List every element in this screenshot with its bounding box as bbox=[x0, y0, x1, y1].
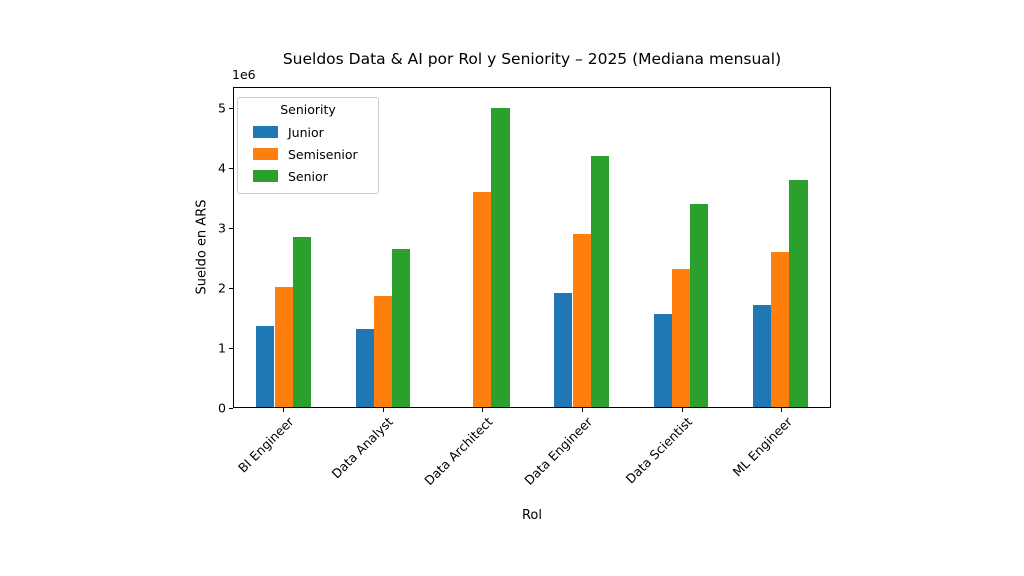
legend-entry-senior: Senior bbox=[246, 165, 370, 187]
x-tick-mark bbox=[282, 408, 284, 412]
bar-semisenior-data-scientist bbox=[671, 269, 691, 407]
bar-semisenior-ml-engineer bbox=[771, 251, 790, 407]
legend-swatch-junior bbox=[253, 126, 278, 138]
bar-senior-bi-engineer bbox=[292, 236, 312, 407]
y-tick-label: 5 bbox=[218, 100, 226, 116]
bar-semisenior-data-analyst bbox=[373, 296, 393, 407]
x-tick-mark bbox=[382, 408, 384, 412]
legend-entry-junior: Junior bbox=[246, 121, 370, 143]
x-tick-label: ML Engineer bbox=[729, 414, 795, 480]
bar-junior-data-engineer bbox=[554, 293, 573, 407]
x-tick-label: Data Scientist bbox=[622, 414, 696, 487]
legend: Seniority Junior Semisenior Senior bbox=[237, 97, 379, 194]
bar-senior-data-scientist bbox=[690, 203, 709, 407]
legend-swatch-semisenior bbox=[253, 148, 278, 160]
y-tick-label: 4 bbox=[218, 160, 226, 176]
bar-senior-data-engineer bbox=[590, 155, 610, 407]
y-tick-mark bbox=[229, 168, 233, 169]
x-tick-label: BI Engineer bbox=[234, 414, 297, 476]
x-tick-label: Data Analyst bbox=[328, 414, 397, 482]
bar-senior-data-architect bbox=[491, 107, 510, 407]
y-axis-offset-text: 1e6 bbox=[232, 67, 256, 82]
bar-semisenior-data-engineer bbox=[572, 233, 591, 407]
y-tick-mark bbox=[229, 348, 233, 349]
legend-entries: Junior Semisenior Senior bbox=[246, 121, 370, 187]
y-tick-label: 3 bbox=[218, 220, 226, 236]
y-tick-mark bbox=[229, 408, 233, 409]
x-axis-label: Rol bbox=[521, 508, 542, 523]
legend-entry-label: Semisenior bbox=[288, 146, 358, 162]
bar-junior-data-scientist bbox=[653, 314, 672, 407]
plot-area bbox=[233, 87, 831, 408]
bar-junior-data-analyst bbox=[355, 329, 374, 407]
y-tick-label: 0 bbox=[218, 400, 226, 416]
bar-senior-ml-engineer bbox=[789, 179, 808, 407]
x-tick-label: Data Engineer bbox=[521, 414, 596, 488]
y-tick-label: 2 bbox=[218, 280, 226, 296]
x-tick-mark bbox=[482, 408, 484, 412]
legend-entry-label: Junior bbox=[288, 124, 324, 140]
legend-title: Seniority bbox=[280, 102, 336, 117]
bar-senior-data-analyst bbox=[392, 248, 411, 407]
x-tick-mark bbox=[781, 408, 783, 412]
bar-semisenior-data-architect bbox=[473, 191, 492, 407]
bar-semisenior-bi-engineer bbox=[274, 287, 293, 407]
legend-entry-semisenior: Semisenior bbox=[246, 143, 370, 165]
legend-entry-label: Senior bbox=[288, 168, 328, 184]
bar-junior-ml-engineer bbox=[752, 305, 772, 407]
y-tick-label: 1 bbox=[218, 340, 226, 356]
y-tick-mark bbox=[229, 228, 233, 229]
x-tick-mark bbox=[681, 408, 683, 412]
bar-junior-bi-engineer bbox=[256, 326, 275, 407]
x-tick-mark bbox=[581, 408, 583, 412]
x-tick-label: Data Architect bbox=[421, 414, 496, 489]
chart-title: Sueldos Data & AI por Rol y Seniority – … bbox=[282, 50, 782, 68]
y-tick-mark bbox=[229, 288, 233, 289]
y-tick-mark bbox=[229, 108, 233, 109]
legend-swatch-senior bbox=[253, 170, 278, 182]
